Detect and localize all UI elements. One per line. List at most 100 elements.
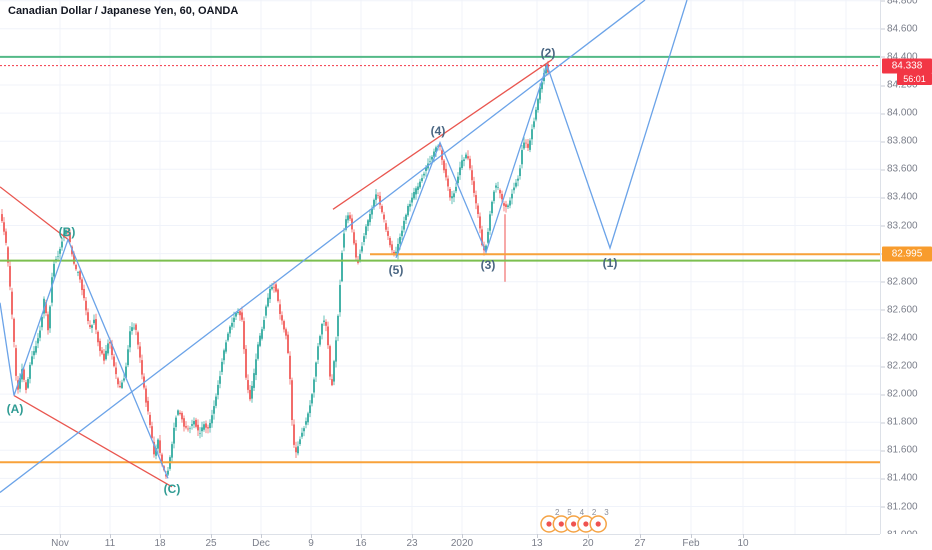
candle-body xyxy=(353,232,355,244)
red-upper-left[interactable] xyxy=(0,186,71,242)
candle-body xyxy=(347,215,349,221)
candle-body xyxy=(199,433,201,434)
wave-label-4[interactable]: (4) xyxy=(430,123,446,138)
candle-body xyxy=(211,415,213,424)
abc-zigzag[interactable] xyxy=(0,237,169,479)
time-axis[interactable]: Nov 11 18 25 Dec 9 16 23 2020 13 20 27 Feb 10 xyxy=(0,534,932,550)
red-rising-channel[interactable] xyxy=(332,59,553,210)
candle-body xyxy=(379,195,381,205)
symbol-title[interactable]: Canadian Dollar / Japanese Yen, 60, OAND… xyxy=(8,5,239,17)
price-tick-label: 82.200 xyxy=(881,361,932,372)
candle-body xyxy=(307,413,309,423)
time-axis-tick xyxy=(311,534,312,538)
wave-label-1[interactable]: (1) xyxy=(602,255,618,270)
wave-label-5[interactable]: (5) xyxy=(388,262,404,277)
price-tick-label: 82.400 xyxy=(881,332,932,343)
candle-body xyxy=(525,142,527,144)
candle-body xyxy=(213,406,215,414)
candle-body xyxy=(117,378,119,385)
candle-body xyxy=(241,312,243,320)
wave-label-2[interactable]: (2) xyxy=(540,45,556,60)
candle-body xyxy=(131,327,133,332)
candle-body xyxy=(397,243,399,254)
candle-body xyxy=(239,311,241,316)
level-price-badge: 82.995 xyxy=(882,246,932,262)
candle-body xyxy=(65,230,67,235)
candle-body xyxy=(179,412,181,415)
time-axis-label: 23 xyxy=(406,538,418,549)
price-tick-label: 83.400 xyxy=(881,192,932,203)
candle-body xyxy=(363,236,365,242)
price-axis[interactable]: 84.800 84.600 84.400 84.200 84.000 83.800 83.6… xyxy=(880,0,932,540)
red-a-to-c[interactable] xyxy=(13,394,173,488)
impulse-zigzag[interactable] xyxy=(395,0,688,259)
candle-body xyxy=(243,321,245,350)
wave-label-B[interactable]: (B) xyxy=(58,224,76,239)
price-tick-label: 81.200 xyxy=(881,501,932,512)
candle-body xyxy=(293,424,295,445)
candle-body xyxy=(253,373,255,388)
candle-body xyxy=(527,143,529,148)
wave-label-C[interactable]: (C) xyxy=(163,481,181,496)
candle-body xyxy=(355,243,357,258)
candle-body xyxy=(73,253,75,264)
candle-body xyxy=(497,187,499,188)
candle-body xyxy=(415,188,417,195)
candle-body xyxy=(57,256,59,257)
candle-body xyxy=(453,193,455,198)
candle-body xyxy=(171,444,173,458)
candle-body xyxy=(317,346,319,360)
candle-body xyxy=(273,286,275,288)
candle-body xyxy=(455,186,457,192)
candle-body xyxy=(503,203,505,206)
candle-body xyxy=(341,252,343,282)
time-axis-label: 13 xyxy=(531,538,543,549)
candle-body xyxy=(391,244,393,251)
candle-body xyxy=(367,220,369,226)
candle-body xyxy=(371,208,373,215)
time-axis-tick xyxy=(261,534,262,538)
candle-body xyxy=(97,331,99,343)
candle-body xyxy=(231,322,233,327)
candle-body xyxy=(395,251,397,255)
candle-body xyxy=(479,216,481,229)
blue-long-trendline[interactable] xyxy=(0,0,646,493)
candle-body xyxy=(247,380,249,390)
idea-marker-dot xyxy=(571,521,577,527)
candle-body xyxy=(35,346,37,353)
candle-body xyxy=(137,332,139,345)
candle-body xyxy=(473,181,475,193)
candle-body xyxy=(511,193,513,199)
candle-body xyxy=(327,326,329,346)
candle-body xyxy=(541,82,543,90)
idea-marker-count: 3 xyxy=(604,508,609,517)
time-axis-tick xyxy=(60,534,61,538)
candle-body xyxy=(155,448,157,456)
candle-body xyxy=(279,304,281,314)
wave-label-A[interactable]: (A) xyxy=(6,401,24,416)
candle-body xyxy=(387,231,389,236)
candle-body xyxy=(315,362,317,377)
candle-body xyxy=(133,327,135,329)
candle-body xyxy=(183,418,185,427)
price-tick-label: 82.600 xyxy=(881,304,932,315)
candle-body xyxy=(469,158,471,169)
candle-body xyxy=(405,214,407,221)
time-axis-tick xyxy=(691,534,692,538)
candle-body xyxy=(297,446,299,454)
time-axis-label: 27 xyxy=(634,538,646,549)
time-axis-tick xyxy=(412,534,413,538)
price-tick-label: 81.400 xyxy=(881,473,932,484)
candle-body xyxy=(489,214,491,231)
candle-body xyxy=(75,264,77,270)
candle-body xyxy=(159,440,161,453)
idea-marker-dot xyxy=(583,521,589,527)
candle-body xyxy=(275,284,277,292)
candle-body xyxy=(219,376,221,384)
candle-body xyxy=(399,237,401,244)
candle-body xyxy=(291,380,293,421)
candle-body xyxy=(369,214,371,223)
wave-label-3[interactable]: (3) xyxy=(480,257,496,272)
